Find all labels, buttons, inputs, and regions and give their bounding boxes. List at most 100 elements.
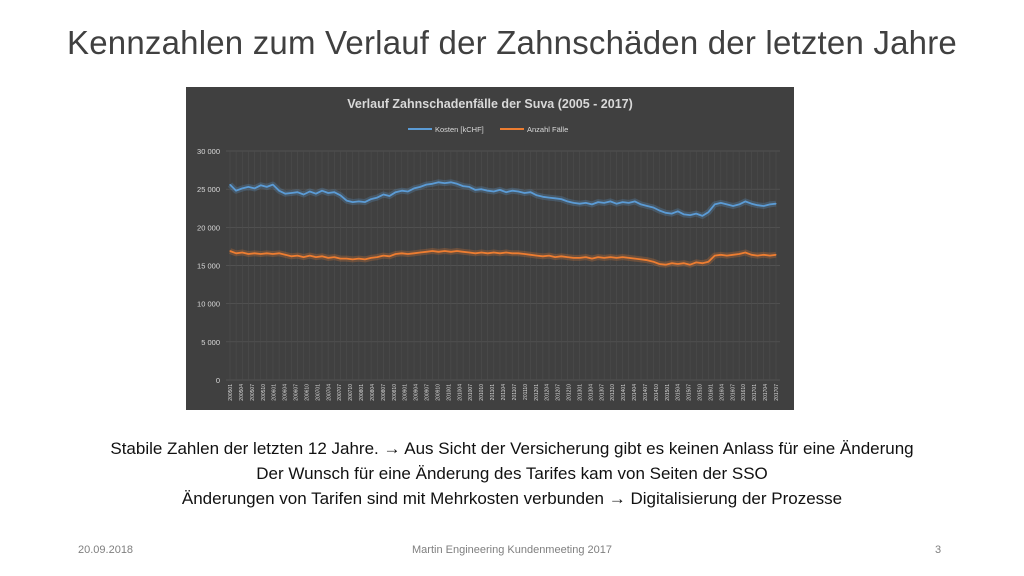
x-tick-label: 201501 bbox=[665, 384, 671, 401]
slide-title: Kennzahlen zum Verlauf der Zahnschäden d… bbox=[67, 24, 957, 61]
data-point bbox=[726, 203, 728, 205]
data-point bbox=[744, 251, 746, 254]
data-point bbox=[720, 202, 722, 204]
x-tick-label: 201407 bbox=[643, 384, 649, 401]
series-line-0 bbox=[229, 181, 777, 217]
data-point bbox=[487, 190, 489, 192]
x-tick-label: 200804 bbox=[370, 384, 376, 401]
data-point bbox=[438, 181, 440, 183]
data-point bbox=[615, 257, 618, 259]
data-point bbox=[707, 261, 710, 263]
data-point bbox=[333, 191, 335, 193]
body-line-1: Stabile Zahlen der letzten 12 Jahre. → A… bbox=[110, 439, 914, 458]
data-point bbox=[296, 191, 299, 193]
x-tick-label: 201007 bbox=[468, 384, 474, 401]
data-point bbox=[413, 252, 415, 254]
data-point bbox=[622, 201, 624, 203]
x-tick-label: 200801 bbox=[359, 384, 365, 401]
data-point bbox=[321, 190, 323, 192]
data-point bbox=[523, 192, 526, 194]
data-point bbox=[431, 183, 433, 185]
data-point bbox=[757, 255, 759, 257]
data-point bbox=[628, 257, 630, 259]
legend-label: Kosten [kCHF] bbox=[435, 125, 484, 134]
data-point bbox=[775, 203, 777, 205]
y-tick-label: 25 000 bbox=[197, 185, 220, 194]
data-point bbox=[487, 252, 489, 254]
data-point bbox=[573, 202, 575, 204]
data-point bbox=[241, 187, 243, 189]
x-tick-label: 201101 bbox=[490, 384, 496, 401]
data-point bbox=[714, 203, 716, 205]
data-point bbox=[652, 261, 654, 263]
data-point bbox=[450, 251, 452, 253]
chart-series bbox=[227, 179, 777, 268]
x-tick-label: 201207 bbox=[556, 384, 562, 401]
x-tick-label: 201310 bbox=[610, 384, 616, 401]
x-tick-label: 200901 bbox=[403, 384, 409, 401]
chart-title: Verlauf Zahnschadenfälle der Suva (2005 … bbox=[347, 97, 633, 111]
data-point bbox=[315, 193, 317, 195]
x-tick-label: 201401 bbox=[621, 384, 627, 401]
x-tick-label: 201707 bbox=[774, 384, 780, 401]
x-tick-label: 201010 bbox=[479, 384, 485, 401]
data-point bbox=[382, 255, 384, 257]
data-point bbox=[425, 184, 427, 186]
data-point bbox=[671, 213, 673, 215]
y-tick-label: 30 000 bbox=[197, 147, 220, 156]
data-point bbox=[241, 251, 243, 254]
data-point bbox=[707, 211, 710, 213]
x-tick-label: 200510 bbox=[261, 384, 267, 401]
data-point bbox=[763, 205, 765, 207]
data-point bbox=[284, 254, 286, 256]
data-point bbox=[658, 263, 660, 265]
data-point bbox=[646, 259, 648, 261]
series-line-1 bbox=[229, 250, 777, 266]
data-point bbox=[597, 256, 599, 258]
x-tick-label: 201204 bbox=[545, 384, 551, 401]
data-point bbox=[720, 254, 722, 256]
chart-legend: Kosten [kCHF] Anzahl Fälle bbox=[408, 125, 568, 134]
data-point bbox=[444, 182, 446, 184]
footer-page-number: 3 bbox=[935, 544, 942, 556]
data-point bbox=[395, 191, 397, 193]
data-point bbox=[346, 200, 348, 202]
data-point bbox=[358, 200, 360, 202]
data-point bbox=[474, 189, 476, 191]
data-point bbox=[530, 191, 532, 193]
data-point bbox=[499, 252, 501, 254]
data-point bbox=[315, 256, 317, 258]
y-axis: 0 5 000 10 000 15 000 20 000 25 000 30 000 bbox=[197, 147, 220, 385]
x-tick-label: 201704 bbox=[763, 384, 769, 401]
data-point bbox=[235, 252, 237, 254]
x-tick-label: 201004 bbox=[457, 384, 463, 401]
x-tick-label: 200810 bbox=[392, 384, 398, 401]
data-point bbox=[376, 256, 378, 258]
data-point bbox=[358, 258, 360, 260]
data-point bbox=[658, 209, 660, 212]
data-point bbox=[364, 258, 366, 260]
data-point bbox=[757, 204, 759, 206]
data-point bbox=[260, 253, 262, 255]
data-point bbox=[695, 213, 697, 215]
data-point bbox=[597, 201, 599, 203]
x-tick-label: 201210 bbox=[567, 384, 573, 401]
data-point bbox=[591, 203, 593, 205]
data-point bbox=[419, 186, 421, 188]
data-point bbox=[303, 193, 305, 196]
data-point bbox=[609, 200, 611, 202]
data-point bbox=[505, 191, 507, 193]
data-point bbox=[695, 261, 697, 263]
y-tick-label: 20 000 bbox=[197, 223, 220, 232]
data-point bbox=[474, 252, 476, 254]
x-tick-label: 201410 bbox=[654, 384, 660, 401]
slide-body-text: Stabile Zahlen der letzten 12 Jahre. → A… bbox=[0, 436, 1024, 511]
data-point bbox=[560, 198, 562, 200]
x-tick-label: 200907 bbox=[425, 384, 431, 401]
data-point bbox=[309, 190, 311, 193]
data-point bbox=[769, 203, 771, 205]
data-point bbox=[462, 185, 464, 187]
body-line-3: Änderungen von Tarifen sind mit Mehrkost… bbox=[181, 489, 843, 508]
data-point bbox=[738, 253, 740, 255]
data-point bbox=[511, 252, 513, 254]
